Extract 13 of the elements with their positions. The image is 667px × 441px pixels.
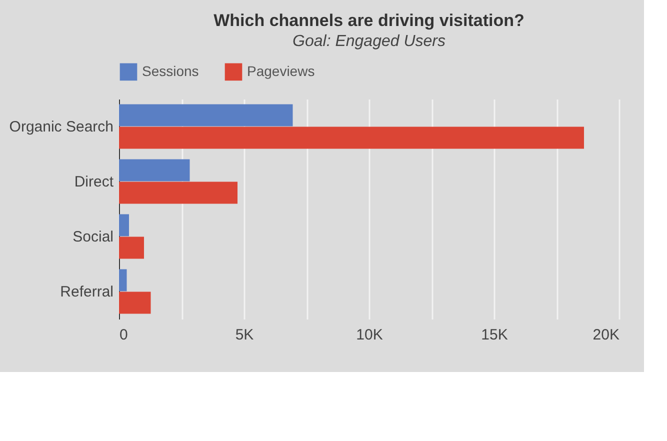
legend-label: Sessions — [142, 62, 199, 79]
y-tick-label: Direct — [74, 174, 114, 190]
y-tick-label: Social — [72, 228, 114, 246]
x-tick-label: 15K — [481, 326, 508, 344]
y-tick-label: Referral — [60, 284, 114, 300]
x-tick-label: 5K — [235, 326, 254, 344]
x-tick-label: 0 — [120, 326, 128, 344]
y-tick-label: Organic Search — [9, 118, 114, 136]
legend-label: Pageviews — [247, 62, 315, 79]
chart-subtitle: Goal: Engaged Users — [292, 33, 446, 50]
chart-title: Which channels are driving visitation? — [214, 11, 524, 30]
x-tick-label: 20K — [592, 326, 620, 344]
x-tick-label: 10K — [356, 326, 383, 344]
